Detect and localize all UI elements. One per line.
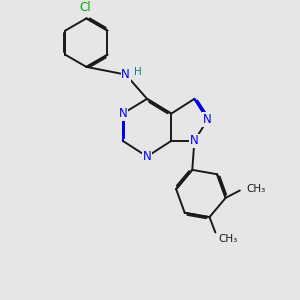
Text: CH₃: CH₃ bbox=[218, 234, 238, 244]
Text: N: N bbox=[118, 107, 127, 120]
Text: N: N bbox=[203, 113, 212, 126]
Text: H: H bbox=[134, 67, 142, 76]
Text: N: N bbox=[122, 68, 130, 81]
Text: N: N bbox=[190, 134, 199, 147]
Text: Cl: Cl bbox=[79, 1, 91, 13]
Text: N: N bbox=[143, 150, 152, 163]
Text: CH₃: CH₃ bbox=[246, 184, 266, 194]
